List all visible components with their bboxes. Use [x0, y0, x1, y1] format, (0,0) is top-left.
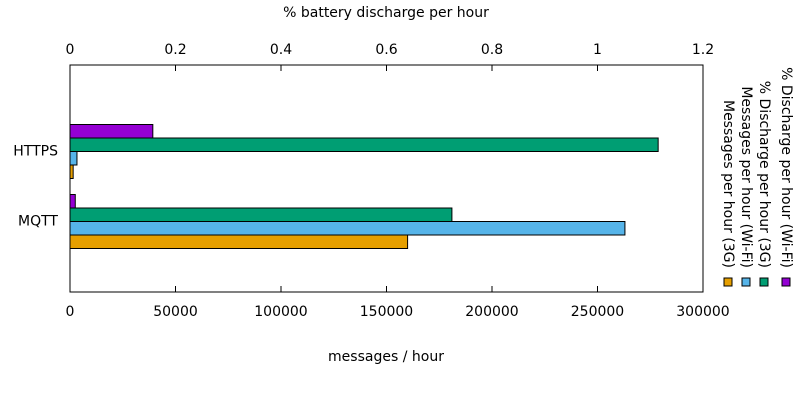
legend-label: % Discharge per hour (3G) — [756, 81, 772, 268]
x-axis-label: messages / hour — [328, 349, 444, 365]
bar — [69, 234, 409, 249]
y-tick-label: HTTPS — [13, 144, 58, 160]
x2-tick-label: 0.2 — [164, 42, 186, 58]
x-tick-label: 300000 — [676, 304, 729, 320]
legend-swatch — [723, 277, 733, 287]
x2-tick-label: 1.2 — [692, 42, 714, 58]
bar — [69, 194, 76, 209]
legend-label: Messages per hour (3G) — [720, 100, 736, 268]
x-tick-label: 50000 — [153, 304, 198, 320]
bar — [69, 151, 78, 166]
x2-tick-label: 1 — [593, 42, 602, 58]
x2-tick-label: 0.4 — [270, 42, 292, 58]
legend-swatch — [781, 277, 791, 287]
x-tick-label: 150000 — [360, 304, 413, 320]
x-tick-label: 250000 — [571, 304, 624, 320]
bar — [69, 221, 626, 236]
legend-swatch — [741, 277, 751, 287]
x2-tick-label: 0 — [66, 42, 75, 58]
legend-label: % Discharge per hour (Wi-Fi) — [778, 67, 794, 268]
x2-tick-label: 0.6 — [375, 42, 397, 58]
legend-label: Messages per hour (Wi-Fi) — [738, 86, 754, 268]
x2-tick-label: 0.8 — [481, 42, 503, 58]
legend-swatch — [759, 277, 769, 287]
bar — [69, 207, 453, 222]
bar — [69, 164, 74, 179]
x-tick-label: 100000 — [254, 304, 307, 320]
x2-axis-label: % battery discharge per hour — [283, 5, 489, 21]
x-tick-label: 0 — [66, 304, 75, 320]
y-tick-label: MQTT — [18, 214, 58, 230]
bar — [69, 137, 659, 152]
x-tick-label: 200000 — [465, 304, 518, 320]
bar — [69, 124, 154, 139]
